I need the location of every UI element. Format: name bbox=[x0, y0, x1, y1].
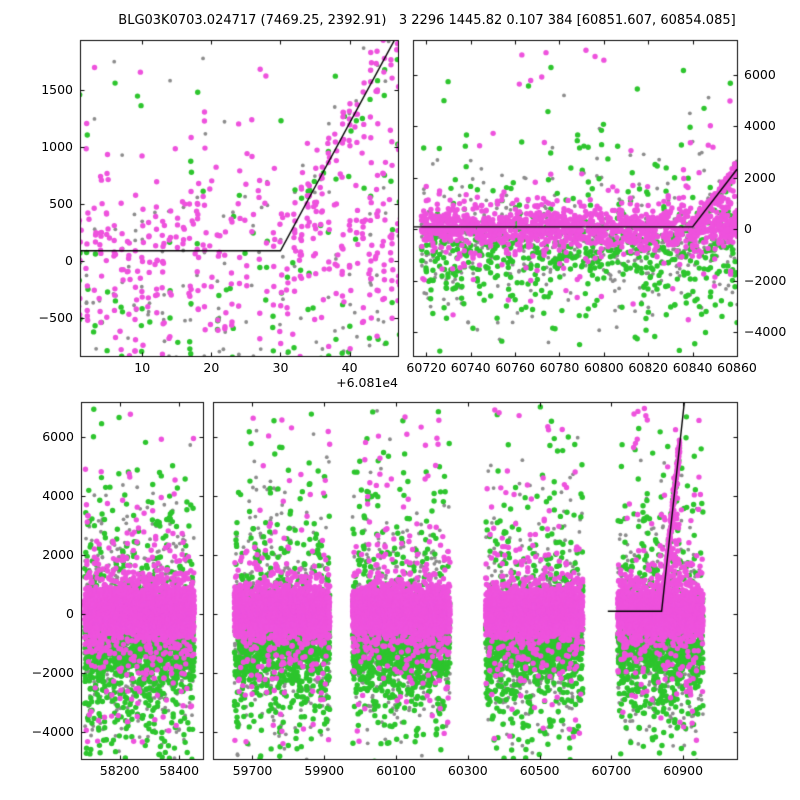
y-tick-label: 4000 bbox=[42, 487, 74, 503]
y-tick-label: −2000 bbox=[31, 664, 74, 680]
x-tick-label: 60800 bbox=[583, 360, 624, 375]
x-tick-label: 60100 bbox=[376, 763, 416, 778]
x-tick-label: 60700 bbox=[591, 763, 632, 778]
y-tick-label: 6000 bbox=[42, 428, 74, 444]
x-tick-label: 60300 bbox=[447, 763, 488, 778]
x-tick-label: 59700 bbox=[232, 763, 273, 778]
y-tick-label: 6000 bbox=[744, 66, 776, 82]
x-tick-label: 59900 bbox=[304, 763, 345, 778]
y-tick-label: 1000 bbox=[41, 138, 73, 154]
y-tick-label: 500 bbox=[49, 196, 73, 212]
x-tick-label: 60840 bbox=[672, 360, 713, 375]
y-tick-label: −500 bbox=[38, 310, 73, 326]
y-tick-label: 4000 bbox=[744, 118, 776, 134]
y-tick-label: 0 bbox=[65, 253, 73, 269]
x-tick-label: 58400 bbox=[159, 763, 200, 778]
y-tick-label: −4000 bbox=[744, 323, 787, 339]
x-tick-label: 60860 bbox=[717, 360, 757, 375]
x-tick-label: 10 bbox=[134, 360, 151, 375]
y-tick-label: 0 bbox=[744, 220, 752, 236]
y-tick-label: 2000 bbox=[744, 169, 776, 185]
y-tick-label: −4000 bbox=[31, 723, 74, 739]
x-tick-label: 60760 bbox=[495, 360, 535, 375]
x-tick-label: 60820 bbox=[628, 360, 669, 375]
x-tick-label: 40 bbox=[341, 360, 358, 375]
y-tick-label: 0 bbox=[66, 605, 74, 621]
x-tick-label: 60780 bbox=[539, 360, 580, 375]
y-tick-label: 2000 bbox=[42, 546, 74, 562]
x-axis-offset-label: +6.081e4 bbox=[336, 375, 398, 390]
y-tick-label: 1500 bbox=[41, 81, 73, 97]
x-tick-label: 58200 bbox=[99, 763, 140, 778]
x-tick-label: 60900 bbox=[663, 763, 704, 778]
x-tick-label: 20 bbox=[203, 360, 220, 375]
x-tick-label: 30 bbox=[272, 360, 289, 375]
x-tick-label: 60720 bbox=[406, 360, 447, 375]
x-tick-label: 60740 bbox=[450, 360, 491, 375]
figure-title: BLG03K0703.024717 (7469.25, 2392.91) 3 2… bbox=[118, 13, 736, 28]
x-tick-label: 60500 bbox=[519, 763, 560, 778]
y-tick-label: −2000 bbox=[744, 272, 787, 288]
